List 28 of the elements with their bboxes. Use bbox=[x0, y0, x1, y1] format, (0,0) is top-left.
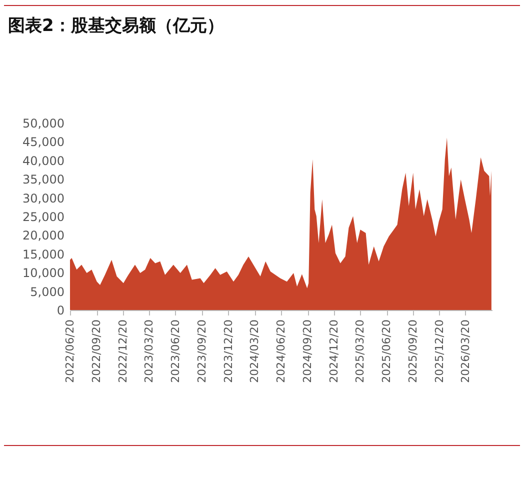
y-tick-label: 40,000 bbox=[22, 154, 64, 168]
y-tick-label: 20,000 bbox=[22, 228, 64, 243]
x-tick-label: 2022/09/20 bbox=[90, 320, 104, 383]
x-tick-label: 2023/09/20 bbox=[196, 320, 208, 383]
y-tick-label: 50,000 bbox=[22, 116, 64, 130]
y-tick-label: 15,000 bbox=[22, 247, 64, 262]
x-tick-label: 2024/06/20 bbox=[274, 320, 288, 383]
y-tick-label: 35,000 bbox=[22, 172, 64, 187]
x-tick-label: 2022/12/20 bbox=[116, 320, 130, 383]
x-tick-label: 2022/06/20 bbox=[64, 320, 76, 383]
x-tick-label: 2025/09/20 bbox=[406, 320, 420, 383]
x-tick-label: 2023/03/20 bbox=[142, 320, 156, 383]
x-tick-label: 2024/09/20 bbox=[301, 320, 314, 383]
x-tick-label: 2026/03/20 bbox=[458, 320, 472, 383]
y-tick-label: 5,000 bbox=[30, 284, 64, 299]
y-tick-label: 25,000 bbox=[22, 210, 64, 224]
x-tick-label: 2024/12/20 bbox=[328, 320, 341, 383]
x-tick-label: 2025/06/20 bbox=[380, 320, 394, 383]
x-tick-label: 2025/03/20 bbox=[354, 320, 366, 383]
x-tick-label: 2024/03/20 bbox=[248, 320, 262, 383]
y-tick-label: 10,000 bbox=[22, 266, 64, 280]
x-tick-label: 2023/12/20 bbox=[222, 320, 235, 383]
y-tick-label: 45,000 bbox=[22, 135, 64, 150]
y-tick-label: 0 bbox=[56, 304, 64, 318]
y-tick-label: 30,000 bbox=[22, 191, 64, 206]
x-tick-label: 2023/06/20 bbox=[168, 320, 182, 383]
x-tick-label: 2025/12/20 bbox=[432, 320, 446, 383]
chart-title: 图表2：股基交易额（亿元） bbox=[8, 15, 224, 37]
